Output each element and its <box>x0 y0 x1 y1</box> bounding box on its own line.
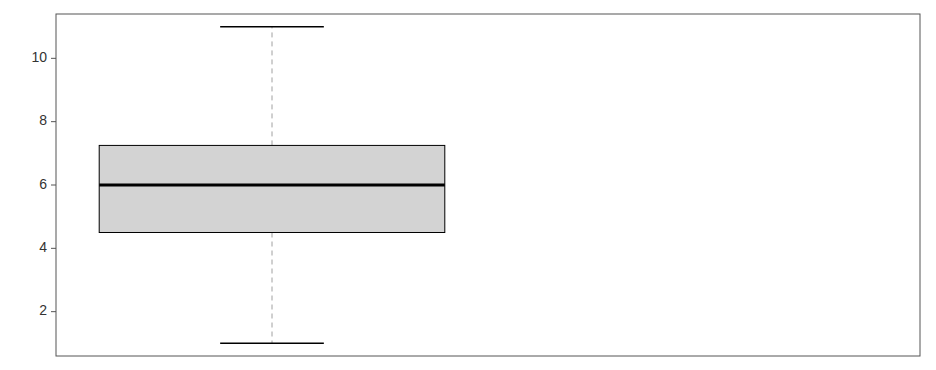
whisker-high <box>272 27 273 146</box>
y-tick-label: 4 <box>39 239 47 255</box>
chart-svg: 2 4 6 8 10 <box>0 0 936 370</box>
y-tick <box>51 311 56 312</box>
y-tick <box>51 248 56 249</box>
y-tick-label: 2 <box>39 302 47 318</box>
y-tick-label: 10 <box>31 49 47 65</box>
y-tick <box>51 185 56 186</box>
cap-low <box>220 343 324 345</box>
y-tick-label: 6 <box>39 176 47 192</box>
y-tick <box>51 58 56 59</box>
y-tick-label: 8 <box>39 112 47 128</box>
cap-high <box>220 26 324 28</box>
chart-container: 2 4 6 8 10 <box>0 0 936 370</box>
median-line <box>99 184 445 187</box>
y-tick <box>51 121 56 122</box>
plot-frame <box>56 14 920 356</box>
whisker-low <box>272 233 273 344</box>
plot-area <box>99 27 445 344</box>
box <box>99 145 445 232</box>
